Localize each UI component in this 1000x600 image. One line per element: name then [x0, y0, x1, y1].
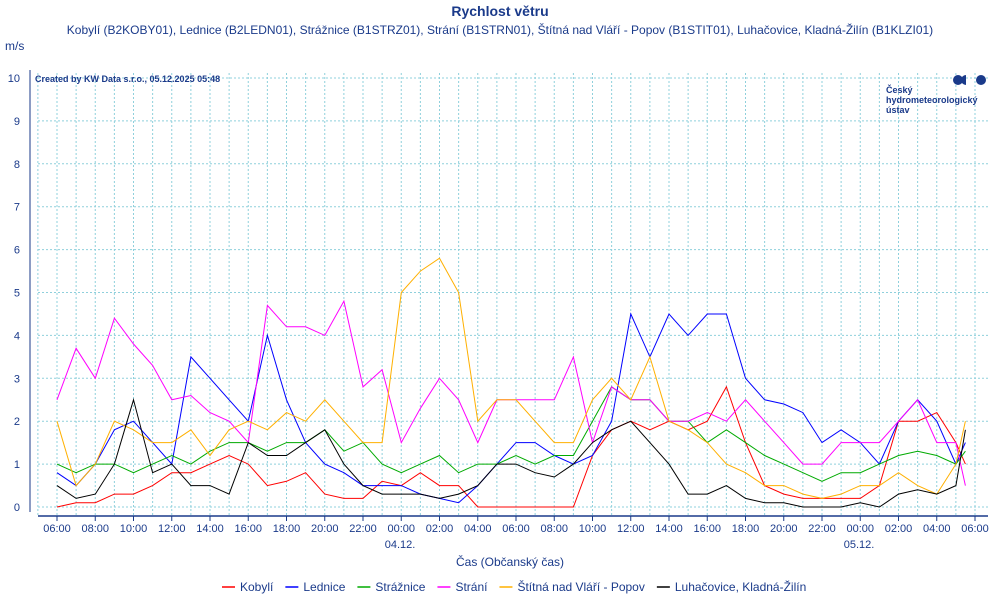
x-tick-label: 10:00: [579, 523, 607, 535]
x-tick-label: 14:00: [196, 523, 224, 535]
x-tick-label: 22:00: [349, 523, 377, 535]
x-tick-label: 20:00: [770, 523, 798, 535]
series-lines: [56, 257, 966, 508]
legend: Kobylí Lednice Strážnice Strání Štítná nad V…: [222, 579, 806, 594]
legend-item: Lednice: [303, 580, 345, 594]
x-tick-label: 16:00: [234, 523, 262, 535]
x-axis-label: Čas (Občanský čas): [456, 554, 564, 569]
logo-dot: [976, 75, 986, 85]
credit-text: Created by KW Data s.r.o., 05.12.2025 05…: [35, 74, 220, 84]
x-tick-label: 20:00: [311, 523, 339, 535]
x-tick-label: 06:00: [961, 523, 989, 535]
x-tick-label: 16:00: [693, 523, 721, 535]
x-tick-label: 14:00: [655, 523, 683, 535]
series-line-luha-ovice-kladn-il-n: [56, 397, 966, 508]
x-tick-label: 04:00: [464, 523, 492, 535]
x-tick-label: 18:00: [273, 523, 301, 535]
y-tick-label: 10: [8, 73, 20, 85]
y-tick-label: 9: [14, 116, 20, 128]
x-axis-ticks: 06:00 08:00 10:00 12:00 14:00 16:00 18:00 20:00…: [43, 516, 989, 535]
legend-item: Luhačovice, Kladná-Žilín: [675, 579, 806, 594]
y-axis-ticks: 0 1 2 3 4 5 6 7 8 9 10: [8, 73, 20, 514]
date-label-2: 05.12.: [844, 539, 875, 551]
series-line--t-tn-nad-vl-popov: [56, 257, 966, 499]
x-tick-label: 08:00: [81, 523, 109, 535]
legend-item: Kobylí: [240, 580, 274, 594]
legend-item: Štítná nad Vláří - Popov: [517, 579, 644, 594]
series-line-str-nice: [56, 386, 966, 482]
chart-title: Rychlost větru: [451, 3, 548, 19]
x-tick-label: 12:00: [158, 523, 186, 535]
x-tick-label: 08:00: [540, 523, 568, 535]
x-tick-label: 02:00: [426, 523, 454, 535]
y-tick-label: 3: [14, 373, 20, 385]
x-tick-label: 06:00: [43, 523, 71, 535]
x-tick-label: 06:00: [502, 523, 530, 535]
gridlines: [37, 73, 988, 516]
y-axis-unit: m/s: [5, 39, 24, 53]
x-tick-label: 18:00: [732, 523, 760, 535]
x-tick-label: 02:00: [885, 523, 913, 535]
x-tick-label: 22:00: [808, 523, 836, 535]
x-tick-label: 04:00: [923, 523, 951, 535]
chmi-logo: Český hydrometeorologický ústav: [886, 75, 986, 115]
y-tick-label: 8: [14, 159, 20, 171]
logo-line-3: ústav: [886, 105, 910, 115]
x-tick-label: 00:00: [387, 523, 415, 535]
y-tick-label: 6: [14, 245, 20, 257]
x-tick-label: 00:00: [846, 523, 874, 535]
legend-item: Strážnice: [375, 580, 425, 594]
logo-half-dot: [961, 75, 966, 85]
y-tick-label: 5: [14, 288, 20, 300]
y-tick-label: 0: [14, 502, 20, 514]
x-tick-label: 10:00: [120, 523, 148, 535]
logo-line-1: Český: [886, 84, 913, 95]
x-tick-label: 12:00: [617, 523, 645, 535]
y-tick-label: 4: [14, 330, 20, 342]
date-label-1: 04.12.: [385, 539, 416, 551]
logo-dot: [953, 75, 963, 85]
y-tick-label: 7: [14, 202, 20, 214]
legend-item: Strání: [455, 580, 488, 594]
series-line-kobyl-: [56, 385, 966, 508]
y-tick-label: 2: [14, 416, 20, 428]
logo-line-2: hydrometeorologický: [886, 95, 978, 105]
y-tick-label: 1: [14, 459, 20, 471]
chart-subtitle: Kobylí (B2KOBY01), Lednice (B2LEDN01), S…: [67, 22, 933, 37]
series-line-lednice: [56, 312, 966, 504]
